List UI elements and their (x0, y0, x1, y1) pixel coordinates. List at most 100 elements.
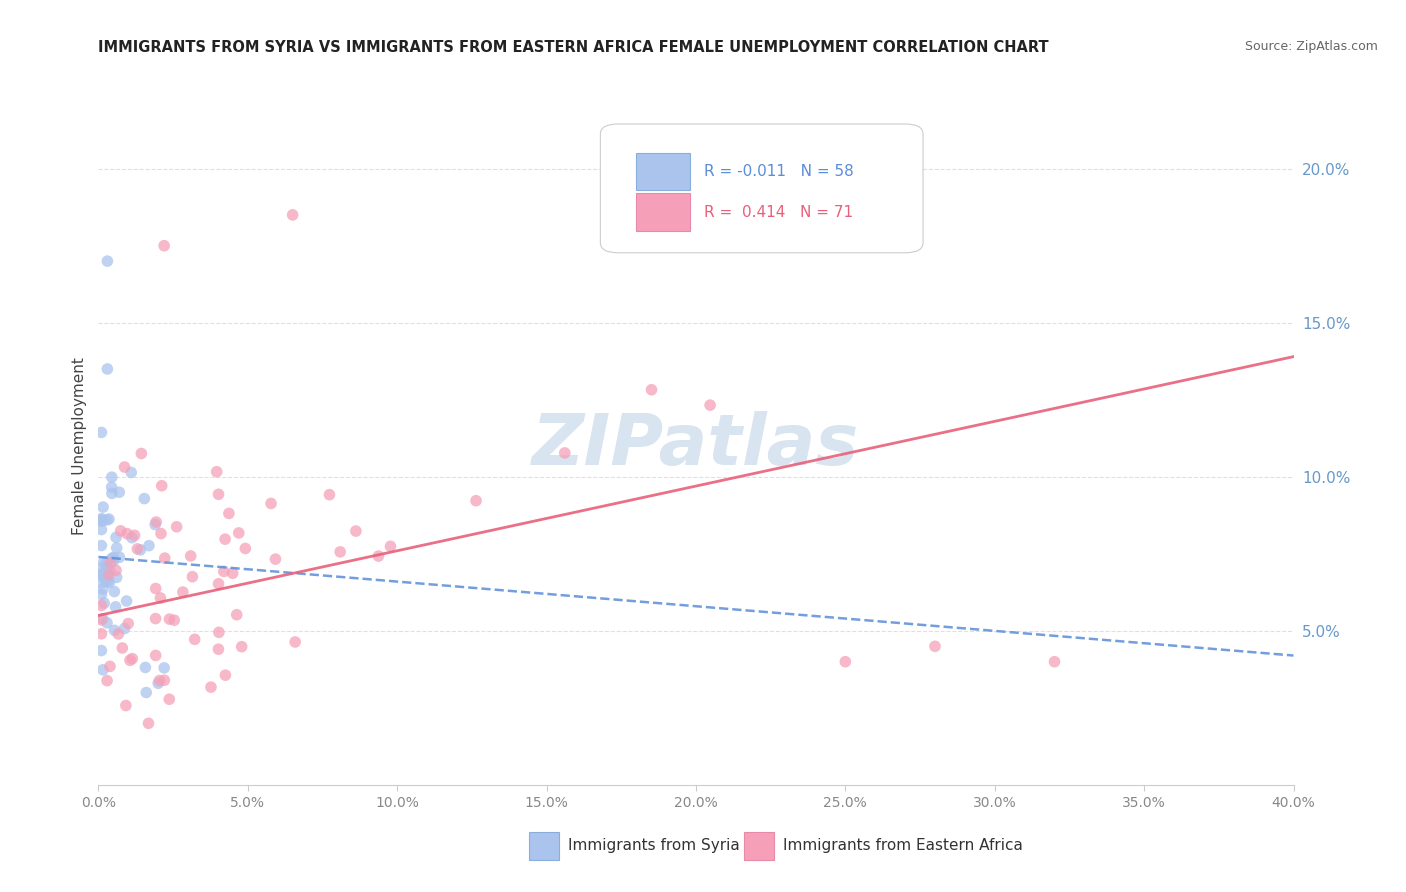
Point (145, 582, 167, 596)
Point (214, 532, 236, 546)
Point (91, 513, 114, 527)
Point (640, 383, 662, 397)
Point (120, 466, 142, 480)
Point (117, 616, 139, 631)
Point (180, 549, 202, 563)
Text: R = -0.011   N = 58: R = -0.011 N = 58 (704, 164, 853, 179)
Text: Immigrants from Syria: Immigrants from Syria (568, 838, 740, 854)
Point (121, 651, 143, 665)
Point (148, 676, 170, 690)
Point (110, 524, 132, 538)
Point (157, 612, 180, 626)
Point (108, 550, 131, 565)
Point (145, 611, 167, 625)
Point (344, 524, 367, 538)
Point (115, 698, 138, 713)
Point (205, 465, 228, 479)
Point (115, 526, 138, 541)
Point (699, 398, 721, 412)
Point (207, 642, 229, 657)
Point (90, 561, 112, 575)
Point (200, 680, 222, 694)
Text: R =  0.414   N = 71: R = 0.414 N = 71 (704, 204, 853, 219)
Point (134, 660, 156, 674)
Point (90, 539, 112, 553)
Y-axis label: Female Unemployment: Female Unemployment (72, 357, 87, 535)
Point (96, 362, 118, 376)
Point (221, 566, 243, 581)
Point (264, 552, 287, 566)
Point (101, 470, 124, 484)
Point (98, 556, 121, 570)
Point (96, 557, 118, 571)
Point (465, 493, 488, 508)
Point (924, 640, 946, 654)
Point (91, 582, 114, 596)
Point (212, 565, 235, 579)
Point (107, 627, 129, 641)
Bar (744, 832, 773, 860)
Point (214, 668, 236, 682)
Point (103, 550, 125, 565)
Point (98, 575, 121, 590)
Bar (637, 153, 690, 190)
Point (90, 613, 112, 627)
Point (157, 692, 180, 706)
Point (93, 568, 115, 582)
Point (834, 655, 856, 669)
Point (228, 525, 250, 540)
Point (114, 622, 136, 636)
Point (104, 599, 127, 614)
Point (380, 540, 402, 554)
Point (124, 528, 146, 542)
Point (90, 568, 112, 582)
Point (284, 635, 307, 649)
Point (235, 541, 257, 556)
Point (153, 673, 176, 688)
Point (115, 594, 138, 608)
Point (105, 530, 128, 544)
Point (118, 653, 141, 667)
Point (91, 566, 114, 581)
Point (97, 574, 120, 589)
Point (225, 607, 247, 622)
Point (90, 523, 112, 537)
Text: IMMIGRANTS FROM SYRIA VS IMMIGRANTS FROM EASTERN AFRICA FEMALE UNEMPLOYMENT CORR: IMMIGRANTS FROM SYRIA VS IMMIGRANTS FROM… (98, 40, 1049, 55)
Point (329, 545, 352, 559)
Point (138, 716, 160, 731)
Point (183, 632, 205, 647)
Point (90, 587, 112, 601)
Point (96, 254, 118, 268)
Point (153, 551, 176, 566)
Point (207, 487, 229, 501)
Point (138, 539, 160, 553)
Point (93, 555, 115, 569)
Point (94, 574, 117, 588)
Point (135, 685, 157, 699)
Point (103, 584, 125, 599)
Point (108, 485, 131, 500)
Text: ZIPatlas: ZIPatlas (533, 411, 859, 481)
Point (91, 500, 114, 514)
Point (207, 576, 229, 591)
Point (90, 627, 112, 641)
Point (96, 561, 118, 575)
Point (98, 659, 121, 673)
Point (172, 585, 194, 599)
Point (114, 460, 136, 475)
Point (103, 553, 125, 567)
Point (145, 648, 167, 663)
Point (166, 520, 188, 534)
Point (90, 599, 112, 613)
Point (150, 479, 173, 493)
Point (98, 512, 121, 526)
Point (181, 570, 204, 584)
Bar (529, 832, 558, 860)
Point (127, 541, 149, 556)
Point (554, 446, 576, 460)
Point (367, 549, 389, 563)
Bar (637, 194, 690, 231)
Point (143, 517, 166, 532)
Point (100, 480, 122, 494)
Point (129, 542, 152, 557)
